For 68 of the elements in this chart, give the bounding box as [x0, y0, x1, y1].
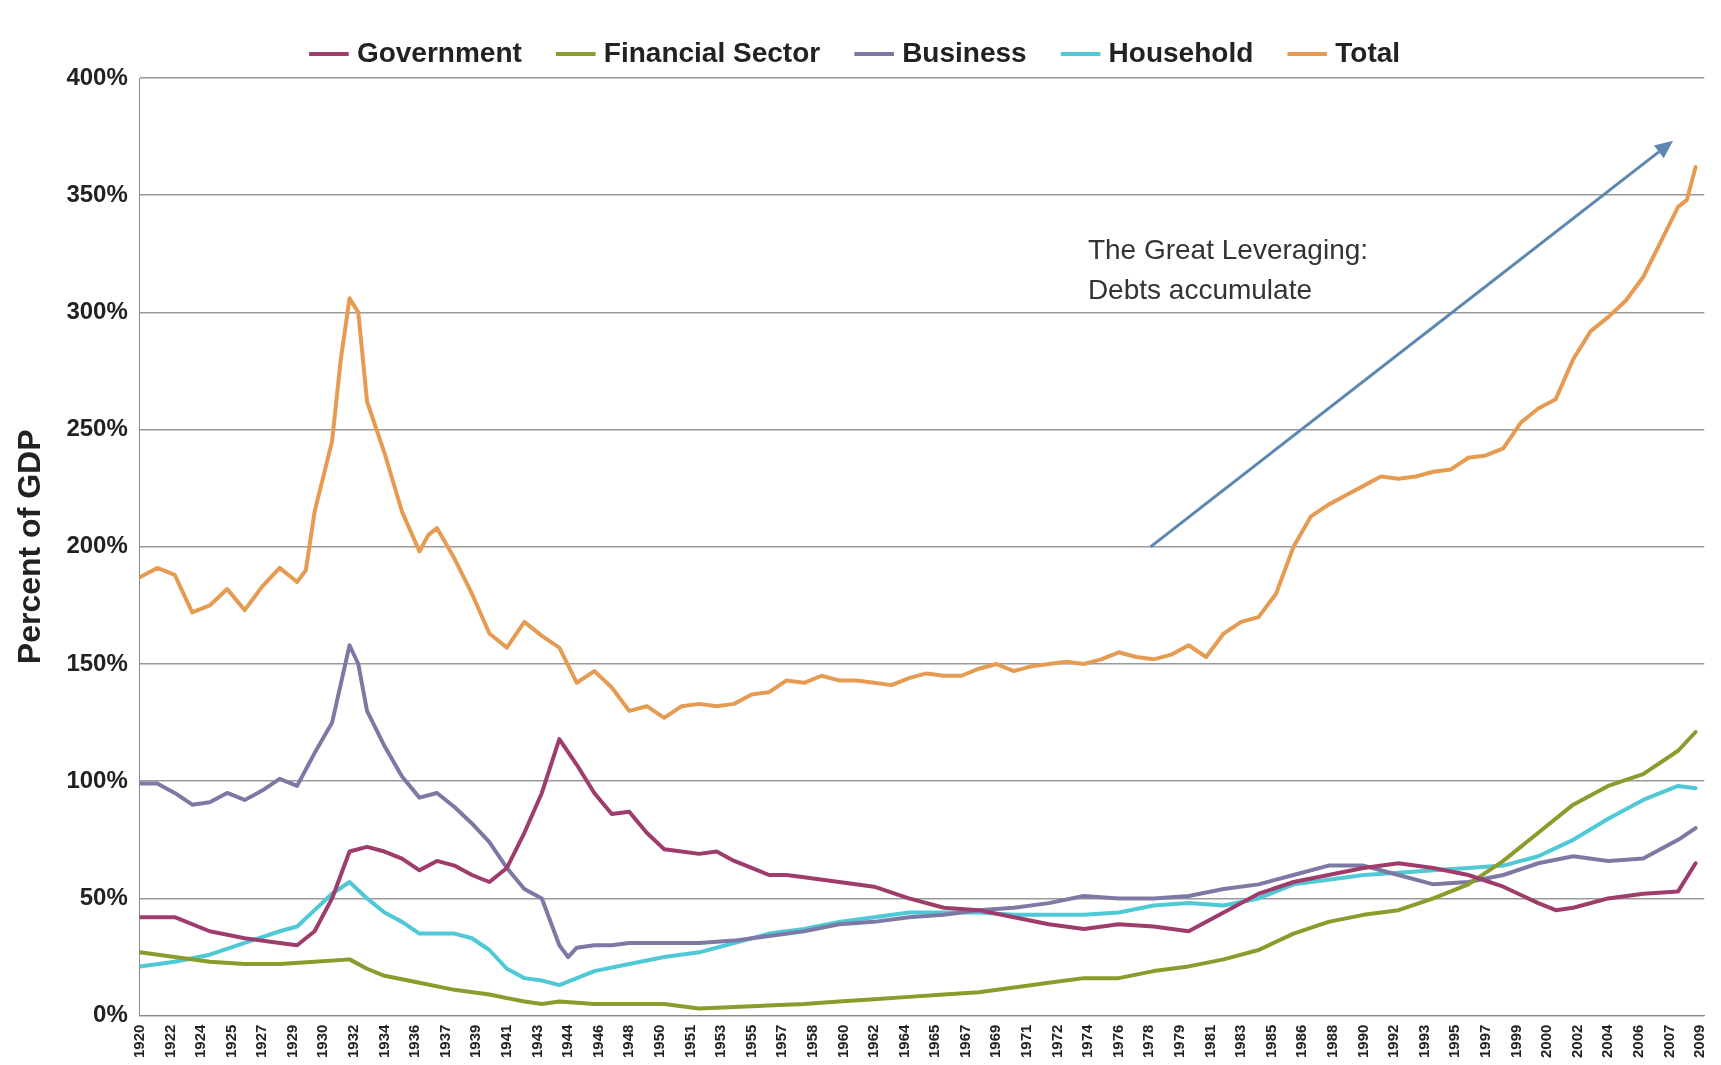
x-tick-label: 1941: [497, 1024, 515, 1059]
x-tick-label: 1992: [1384, 1024, 1402, 1059]
x-tick-label: 1958: [802, 1024, 820, 1059]
x-tick-label: 1983: [1231, 1024, 1249, 1059]
x-tick-label: 1999: [1506, 1024, 1524, 1059]
y-tick-label: 100%: [66, 765, 128, 793]
x-tick-label: 1922: [160, 1024, 178, 1059]
x-tick-label: 1967: [955, 1024, 973, 1059]
x-tick-label: 1934: [374, 1023, 392, 1059]
x-tick-label: 1957: [772, 1024, 790, 1059]
x-tick-label: 1993: [1414, 1024, 1432, 1059]
x-tick-label: 2006: [1628, 1024, 1646, 1059]
x-tick-label: 1932: [344, 1024, 362, 1059]
y-tick-label: 400%: [66, 62, 128, 90]
x-tick-label: 1972: [1047, 1024, 1065, 1059]
x-tick-label: 2004: [1598, 1023, 1616, 1059]
x-tick-label: 1939: [466, 1024, 484, 1059]
x-tick-label: 1964: [894, 1023, 912, 1059]
x-tick-label: 2002: [1567, 1024, 1585, 1059]
x-tick-label: 1950: [649, 1024, 667, 1059]
y-tick-label: 250%: [66, 414, 128, 442]
x-tick-label: 1948: [619, 1024, 637, 1059]
x-tick-label: 1920: [129, 1024, 147, 1059]
x-tick-label: 1965: [925, 1024, 943, 1059]
y-tick-label: 300%: [66, 297, 128, 325]
x-tick-label: 1930: [313, 1024, 331, 1059]
x-tick-label: 1986: [1292, 1024, 1310, 1059]
x-tick-label: 1944: [558, 1023, 576, 1059]
annotation: The Great Leveraging: Debts accumulate: [1087, 234, 1369, 306]
x-tick-label: 1962: [864, 1024, 882, 1059]
x-tick-label: 1974: [1078, 1023, 1096, 1059]
y-tick-label: 200%: [66, 531, 128, 559]
x-tick-label: 1925: [221, 1024, 239, 1059]
y-tick-label: 150%: [66, 648, 128, 676]
x-tick-label: 1927: [252, 1024, 270, 1059]
x-tick-label: 1997: [1475, 1024, 1493, 1059]
y-tick-label: 0%: [93, 1000, 128, 1028]
x-tick-label: 2000: [1537, 1024, 1555, 1059]
legend-label: Government: [356, 36, 522, 68]
x-tick-label: 1936: [405, 1024, 423, 1059]
legend-label: Business: [902, 36, 1027, 68]
x-tick-label: 1971: [1017, 1024, 1035, 1059]
x-tick-label: 2009: [1690, 1024, 1708, 1059]
y-tick-label: 350%: [66, 179, 128, 207]
x-tick-label: 1981: [1200, 1024, 1218, 1059]
y-axis-title: Percent of GDP: [11, 429, 48, 665]
x-tick-label: 1946: [588, 1024, 606, 1059]
x-tick-label: 1995: [1445, 1024, 1463, 1059]
x-tick-label: 1978: [1139, 1024, 1157, 1059]
x-tick-label: 1924: [191, 1023, 209, 1059]
legend-label: Household: [1108, 36, 1254, 68]
legend-label: Total: [1335, 36, 1401, 68]
x-tick-label: 1937: [435, 1024, 453, 1059]
x-tick-label: 2007: [1659, 1024, 1677, 1059]
x-tick-label: 1990: [1353, 1024, 1371, 1059]
x-tick-label: 1953: [711, 1024, 729, 1059]
x-tick-label: 1955: [741, 1024, 759, 1059]
x-tick-label: 1976: [1108, 1024, 1126, 1059]
x-tick-label: 1929: [282, 1024, 300, 1059]
y-tick-label: 50%: [79, 883, 128, 911]
x-tick-label: 1979: [1170, 1024, 1188, 1059]
legend-label: Financial Sector: [603, 36, 821, 68]
x-tick-label: 1969: [986, 1024, 1004, 1059]
x-tick-label: 1988: [1323, 1024, 1340, 1059]
x-tick-label: 1985: [1261, 1024, 1279, 1059]
x-tick-label: 1960: [833, 1024, 851, 1059]
x-tick-label: 1951: [680, 1024, 698, 1059]
x-tick-label: 1943: [527, 1024, 545, 1059]
